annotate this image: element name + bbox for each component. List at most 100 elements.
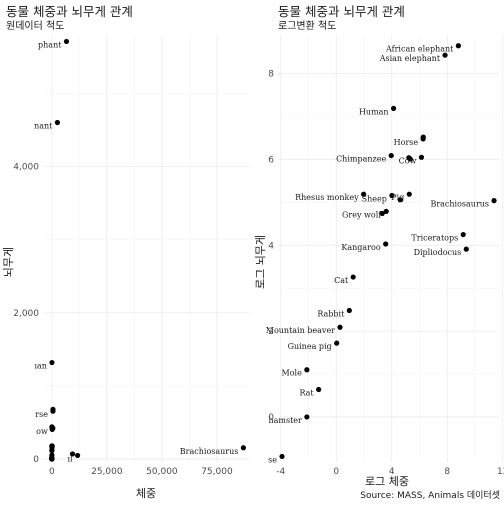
x-tick-label: 8 (444, 467, 450, 477)
point-label: se (268, 455, 277, 464)
right-points (279, 43, 497, 460)
data-point (279, 453, 285, 460)
point-label: Kangaroo (341, 243, 380, 252)
data-point (420, 134, 426, 140)
data-point (49, 443, 55, 449)
chart-caption: Source: MASS, Animals 데이터셋 (360, 490, 500, 501)
left-x-tick-labels: 0 25,000 50,000 75,000 (49, 467, 233, 477)
data-point (69, 451, 76, 457)
point-label: Cow (399, 156, 417, 165)
data-point (463, 246, 469, 252)
data-point (54, 119, 61, 126)
x-tick-label: -4 (276, 467, 285, 477)
x-tick-label: 12 (497, 467, 504, 477)
left-x-axis-label: 체중 (136, 487, 156, 500)
data-point (49, 456, 55, 462)
point-label: Chimpanzee (336, 155, 386, 164)
data-point (304, 367, 310, 373)
data-point (388, 152, 394, 159)
data-point (74, 452, 81, 459)
y-tick-label: 4,000 (13, 163, 39, 173)
y-tick-label: 2 (268, 327, 274, 337)
data-point (406, 191, 412, 197)
right-grid (278, 35, 504, 462)
right-x-tick-labels: -4 0 4 8 12 (276, 467, 504, 477)
right-chart-subtitle: 로그변환 척도 (278, 20, 336, 32)
point-label: Horse (394, 138, 419, 147)
point-label: Asian elephant (379, 54, 441, 63)
point-label: Mountain beaver (266, 326, 335, 335)
point-label: African elephant (385, 45, 454, 54)
x-tick-label: 50,000 (146, 467, 178, 477)
point-label: Grey wolf (342, 210, 382, 219)
y-tick-label: 2,000 (13, 309, 39, 319)
point-label: ıan (34, 362, 46, 371)
x-tick-label: 75,000 (201, 467, 233, 477)
point-label: rse (35, 410, 48, 419)
data-point (383, 241, 389, 247)
data-point (460, 231, 466, 238)
x-tick-label: 0 (49, 467, 55, 477)
data-point (49, 424, 55, 430)
y-tick-label: 0 (268, 413, 274, 423)
point-label: Pig (391, 193, 404, 202)
data-point (346, 307, 352, 314)
point-label: Dipliodocus (414, 248, 462, 257)
data-point (49, 359, 55, 366)
point-label: phant (38, 40, 62, 49)
x-tick-label: 4 (389, 467, 395, 477)
data-point (334, 340, 340, 346)
data-point (397, 197, 403, 203)
data-point (455, 43, 461, 49)
data-point (350, 274, 356, 280)
y-tick-label: 8 (268, 70, 274, 80)
data-point (361, 191, 367, 197)
data-point (418, 154, 425, 160)
data-point (304, 414, 310, 420)
data-point (316, 386, 322, 393)
data-point (63, 38, 70, 45)
right-chart-title: 동물 체중과 뇌무게 관계 (278, 4, 405, 19)
data-point (390, 105, 397, 111)
left-scatter-panel: phant nant ıan rse ow ıl Brachiosaurus 0 25,000… (2, 35, 250, 500)
data-point (491, 198, 497, 204)
point-label: Rat (299, 388, 314, 397)
data-point (49, 448, 55, 454)
x-tick-label: 0 (333, 467, 339, 477)
point-label: ıl (67, 454, 73, 463)
x-tick-label: 25,000 (91, 467, 123, 477)
left-chart-title: 동물 체중과 뇌무게 관계 (6, 4, 133, 19)
data-point (50, 406, 56, 412)
point-label: Brachiosaurus (180, 447, 239, 456)
data-point (389, 192, 395, 199)
point-label: nant (34, 122, 53, 131)
left-y-axis-label: 뇌무게 (2, 247, 15, 277)
point-label: Mole (282, 369, 303, 378)
y-tick-label: 0 (33, 455, 39, 465)
point-label: ow (36, 427, 48, 436)
point-label: Guinea pig (288, 342, 332, 351)
point-label: Sheep (362, 195, 387, 204)
point-label: Cat (334, 276, 349, 285)
point-label: Rabbit (317, 310, 345, 319)
left-points (49, 38, 246, 462)
left-chart-subtitle: 원데이터 척도 (6, 20, 64, 32)
point-label: Human (359, 107, 389, 116)
data-point (379, 210, 385, 217)
data-point (337, 324, 343, 330)
data-point (383, 208, 389, 214)
y-tick-label: 4 (268, 241, 274, 251)
point-label: Brachiosaurus (430, 200, 489, 209)
y-tick-label: 6 (268, 155, 274, 165)
data-point (240, 445, 246, 451)
right-x-axis-label: 로그 체중 (365, 475, 409, 488)
data-point (407, 156, 413, 162)
data-point (442, 52, 448, 58)
left-grid (43, 35, 250, 462)
left-y-tick-labels: 0 2,000 4,000 (13, 163, 39, 465)
point-label: Rhesus monkey (295, 193, 359, 202)
right-y-axis-label: 로그 뇌무게 (254, 235, 267, 289)
